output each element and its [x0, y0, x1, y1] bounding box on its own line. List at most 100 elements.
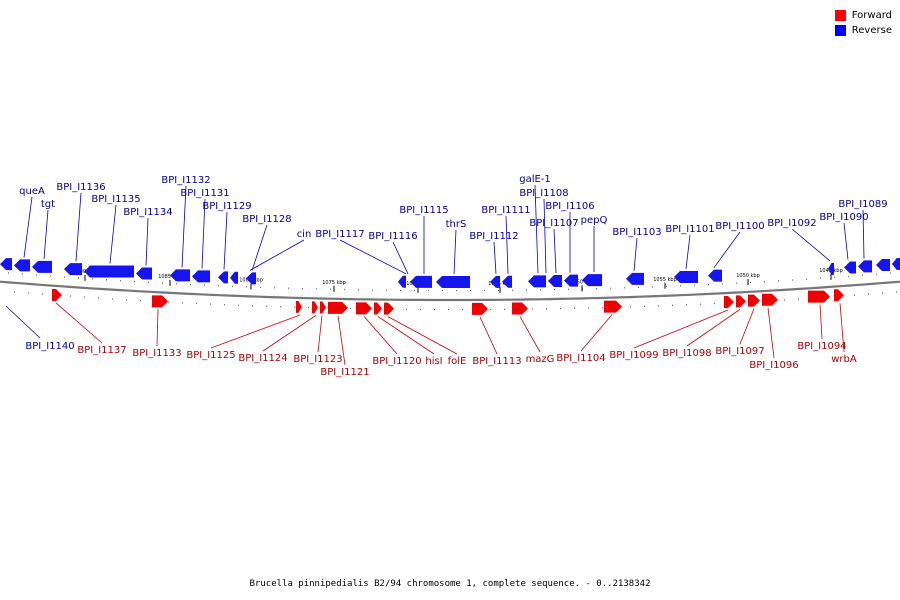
legend-label-reverse: Reverse [851, 25, 892, 36]
reverse-gene-label: BPI_I1115 [399, 205, 448, 216]
minor-tick [98, 297, 99, 299]
minor-tick [176, 283, 177, 285]
forward-gene-label: BPI_I1096 [749, 360, 798, 371]
minor-tick [554, 289, 555, 291]
minor-tick [442, 289, 443, 292]
minor-tick [448, 308, 449, 311]
leader-line [23, 196, 33, 258]
reverse-gene-label: galE-1 [519, 174, 551, 185]
kbp-tick-label: 1055 kbp [653, 277, 677, 283]
forward-gene-label: BPI_I1133 [132, 348, 181, 359]
minor-tick [462, 308, 463, 311]
minor-tick [736, 282, 737, 284]
leader-line [392, 241, 409, 275]
reverse-gene-label: BPI_I1112 [469, 231, 518, 242]
minor-tick [434, 308, 435, 311]
forward-gene-arrow [320, 301, 326, 314]
reverse-gene-arrow [582, 274, 602, 287]
minor-tick [714, 302, 715, 305]
reverse-gene-arrow [0, 258, 12, 271]
minor-tick [882, 292, 883, 294]
minor-tick [596, 288, 597, 290]
forward-gene-label: BPI_I1113 [472, 356, 521, 367]
reverse-gene-label: BPI_I1108 [519, 188, 568, 199]
minor-tick [120, 280, 121, 282]
leader-line [181, 185, 187, 268]
minor-tick [246, 286, 247, 288]
map-caption: Brucella pinnipedialis B2/94 chromosome … [249, 579, 651, 589]
leader-line [553, 228, 557, 274]
reverse-gene-arrow [502, 275, 512, 288]
reverse-gene-arrow [246, 272, 256, 285]
legend: Forward Reverse [834, 8, 892, 38]
minor-tick [484, 289, 485, 292]
forward-gene-arrow [328, 301, 348, 314]
forward-gene-arrow [512, 302, 528, 315]
minor-tick [50, 275, 51, 277]
minor-tick [288, 287, 289, 289]
minor-tick [196, 302, 197, 305]
leader-line [839, 303, 845, 353]
forward-swatch [834, 10, 846, 21]
leader-line [519, 316, 541, 353]
minor-tick [294, 306, 295, 308]
reverse-gene-label: tgt [41, 199, 55, 210]
leader-line [819, 304, 823, 340]
reverse-gene-arrow [528, 275, 546, 288]
minor-tick [22, 273, 23, 275]
reverse-gene-label: BPI_I1117 [315, 229, 364, 240]
minor-tick [834, 276, 835, 278]
minor-tick [498, 289, 499, 291]
reverse-gene-label: BPI_I1135 [91, 194, 140, 205]
reverse-gene-arrow [564, 274, 578, 287]
forward-gene-label: BPI_I1137 [77, 345, 126, 356]
minor-tick [28, 292, 29, 294]
minor-tick [798, 298, 799, 300]
reverse-swatch [834, 25, 846, 36]
minor-tick [106, 279, 107, 281]
reverse-gene-arrow [410, 275, 432, 288]
minor-tick [820, 277, 821, 279]
minor-tick [36, 274, 37, 276]
leader-line [145, 217, 149, 266]
reverse-gene-arrow [218, 271, 228, 284]
minor-tick [456, 289, 457, 292]
minor-tick [512, 289, 513, 291]
minor-tick [182, 302, 183, 304]
minor-tick [644, 305, 645, 307]
reverse-gene-arrow [708, 269, 722, 282]
minor-tick [868, 293, 869, 295]
minor-tick [134, 280, 135, 283]
leader-line [55, 302, 103, 344]
minor-tick [588, 307, 589, 309]
minor-tick [210, 303, 211, 305]
reverse-gene-arrow [828, 262, 834, 275]
reverse-gene-label: BPI_I1131 [180, 188, 229, 199]
reverse-gene-arrow [14, 259, 30, 272]
leader-line [534, 184, 539, 274]
leader-line [387, 316, 458, 355]
leader-line [223, 211, 228, 270]
minor-tick [168, 301, 169, 303]
minor-tick [778, 280, 779, 282]
reverse-gene-label: BPI_I1128 [242, 214, 291, 225]
minor-tick [700, 303, 701, 305]
minor-tick [854, 294, 855, 296]
reverse-gene-arrow [844, 261, 856, 274]
minor-tick [848, 275, 849, 277]
forward-gene-arrow [472, 302, 488, 315]
reverse-gene-label: BPI_I1132 [161, 175, 210, 186]
minor-tick [232, 285, 233, 287]
forward-gene-arrow [312, 301, 318, 314]
kbp-tick-label: 1085 kbp [158, 274, 182, 280]
reverse-gene-label: BPI_I1100 [715, 221, 764, 232]
reverse-gene-arrow [490, 275, 500, 288]
leader-line [685, 234, 691, 270]
forward-gene-label: mazG [526, 354, 555, 365]
reverse-gene-label: BPI_I1129 [202, 201, 251, 212]
leader-line [791, 228, 831, 262]
minor-tick [204, 284, 205, 286]
forward-gene-arrow [762, 293, 778, 306]
minor-tick [84, 296, 85, 298]
leader-line [249, 239, 305, 271]
